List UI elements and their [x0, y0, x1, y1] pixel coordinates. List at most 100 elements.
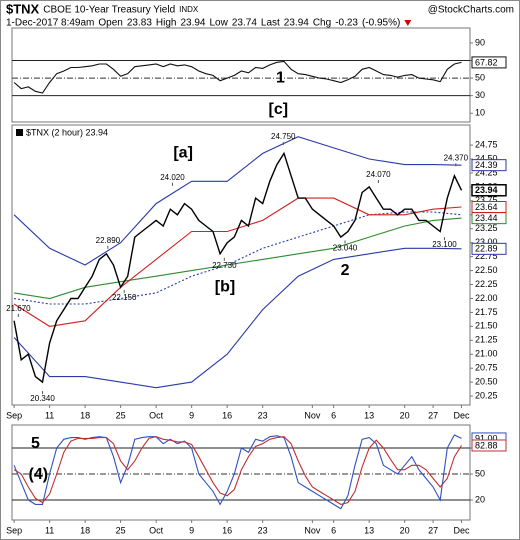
header-text: CBOE 10-Year Treasury Yield	[43, 5, 175, 16]
series-line	[13, 151, 463, 384]
header: $TNX CBOE 10-Year Treasury Yield INDX @Stoc…	[6, 1, 514, 28]
last-value-box	[471, 56, 507, 69]
header-text: 23.83	[127, 18, 152, 29]
point-label: 21.670	[6, 304, 31, 313]
y-tick-label: 21.50	[475, 321, 498, 331]
x-tick-label: 9	[189, 410, 194, 420]
header-text: (-0.95%)	[362, 18, 400, 29]
x-tick-label: Sep	[6, 525, 22, 535]
wave-label: [b]	[215, 279, 235, 296]
header-text: 23.74	[232, 18, 257, 29]
series-line	[13, 436, 462, 505]
x-tick-label: 18	[80, 525, 90, 535]
wave-label: 5	[31, 435, 40, 452]
y-tick-label: 22.00	[475, 293, 498, 303]
y-tick-label: 50	[475, 72, 485, 82]
x-tick-label: Dec	[453, 525, 470, 535]
down-arrow	[404, 20, 412, 26]
header-text: INDX	[179, 5, 199, 14]
x-tick-label: 27	[428, 410, 438, 420]
x-tick-label: Sep	[6, 410, 22, 420]
wave-label: [c]	[268, 101, 288, 118]
y-tick-label: 50	[475, 468, 485, 478]
y-tick-label: 24.25	[475, 167, 498, 177]
point-label: 23.040	[333, 244, 358, 253]
last-value-label: 23.64	[475, 202, 498, 212]
header-text: $TNX	[6, 1, 40, 16]
x-tick-label: Oct	[149, 525, 164, 535]
y-tick-label: 24.50	[475, 153, 498, 163]
point-label: 24.070	[366, 170, 391, 179]
x-tick-label: 13	[364, 410, 374, 420]
header-text: Open	[98, 18, 122, 29]
series-line	[13, 60, 462, 94]
header-text: Last	[261, 18, 280, 29]
y-tick-label: 22.50	[475, 265, 498, 275]
series-line	[14, 217, 462, 300]
y-tick-label: 10	[475, 108, 485, 118]
header-text: Chg	[313, 18, 331, 29]
y-tick-label: 90	[475, 37, 485, 47]
series-line	[13, 197, 462, 327]
y-tick-label: 23.25	[475, 223, 498, 233]
last-value-label: 91.00	[475, 433, 498, 443]
y-tick-label: 30	[475, 90, 485, 100]
x-tick-label: 16	[222, 410, 232, 420]
last-value-box	[471, 200, 507, 213]
point-label: 23.100	[432, 240, 457, 249]
x-tick-label: Oct	[149, 410, 164, 420]
header-text: 23.94	[180, 18, 205, 29]
x-tick-label: 23	[258, 525, 268, 535]
y-tick-label: 22.75	[475, 251, 498, 261]
x-tick-label: 11	[45, 410, 54, 420]
y-tick-label: 22.25	[475, 279, 498, 289]
x-tick-label: Nov	[304, 410, 321, 420]
y-tick-label: 21.25	[475, 335, 498, 345]
x-tick-label: 9	[189, 525, 194, 535]
point-label: 24.020	[160, 173, 185, 182]
y-tick-label: 20.25	[475, 390, 498, 400]
last-value-label: 23.44	[475, 213, 498, 223]
point-label: 20.340	[30, 394, 55, 403]
last-value-box	[471, 242, 507, 255]
x-tick-label: 13	[364, 525, 374, 535]
y-tick-label: 20.50	[475, 377, 498, 387]
x-tick-label: 11	[45, 525, 54, 535]
header-text: High	[156, 18, 177, 29]
x-tick-label: 6	[331, 525, 336, 535]
point-label: 22.150	[112, 293, 137, 302]
header-text: 23.94	[284, 18, 309, 29]
x-tick-label: 16	[222, 525, 232, 535]
wave-label: (4)	[28, 466, 48, 483]
y-tick-label: 21.75	[475, 307, 498, 317]
legend-text: $TNX (2 hour) 23.94	[26, 127, 108, 137]
last-value-label: 22.89	[475, 244, 498, 254]
y-tick-label: 24.75	[475, 139, 498, 149]
point-label: 24.750	[271, 132, 296, 141]
x-tick-label: 27	[428, 525, 438, 535]
wave-label: 2	[341, 262, 350, 279]
legend-swatch	[16, 129, 23, 136]
panel-frame	[11, 424, 471, 521]
last-value-label: 24.39	[475, 160, 498, 170]
header-text: -0.23	[335, 18, 358, 29]
wave-label: 1	[276, 69, 285, 86]
x-tick-label: 25	[116, 525, 126, 535]
y-tick-label: 20.75	[475, 363, 498, 373]
x-tick-label: 20	[400, 525, 410, 535]
x-tick-label: 25	[116, 410, 126, 420]
watermark: @StockCharts.com	[428, 5, 514, 16]
point-label: 22.890	[96, 236, 121, 245]
panel-frame	[11, 124, 471, 406]
last-value-box	[471, 439, 507, 452]
x-tick-label: 20	[400, 410, 410, 420]
x-tick-label: 18	[80, 410, 90, 420]
last-value-label: 67.82	[475, 57, 498, 67]
last-value-label: 82.88	[475, 440, 498, 450]
x-tick-label: Dec	[453, 410, 470, 420]
last-value-box	[471, 184, 507, 197]
last-value-label: 23.94	[475, 185, 498, 195]
header-text: Low	[210, 18, 229, 29]
panel-frame	[11, 27, 471, 123]
